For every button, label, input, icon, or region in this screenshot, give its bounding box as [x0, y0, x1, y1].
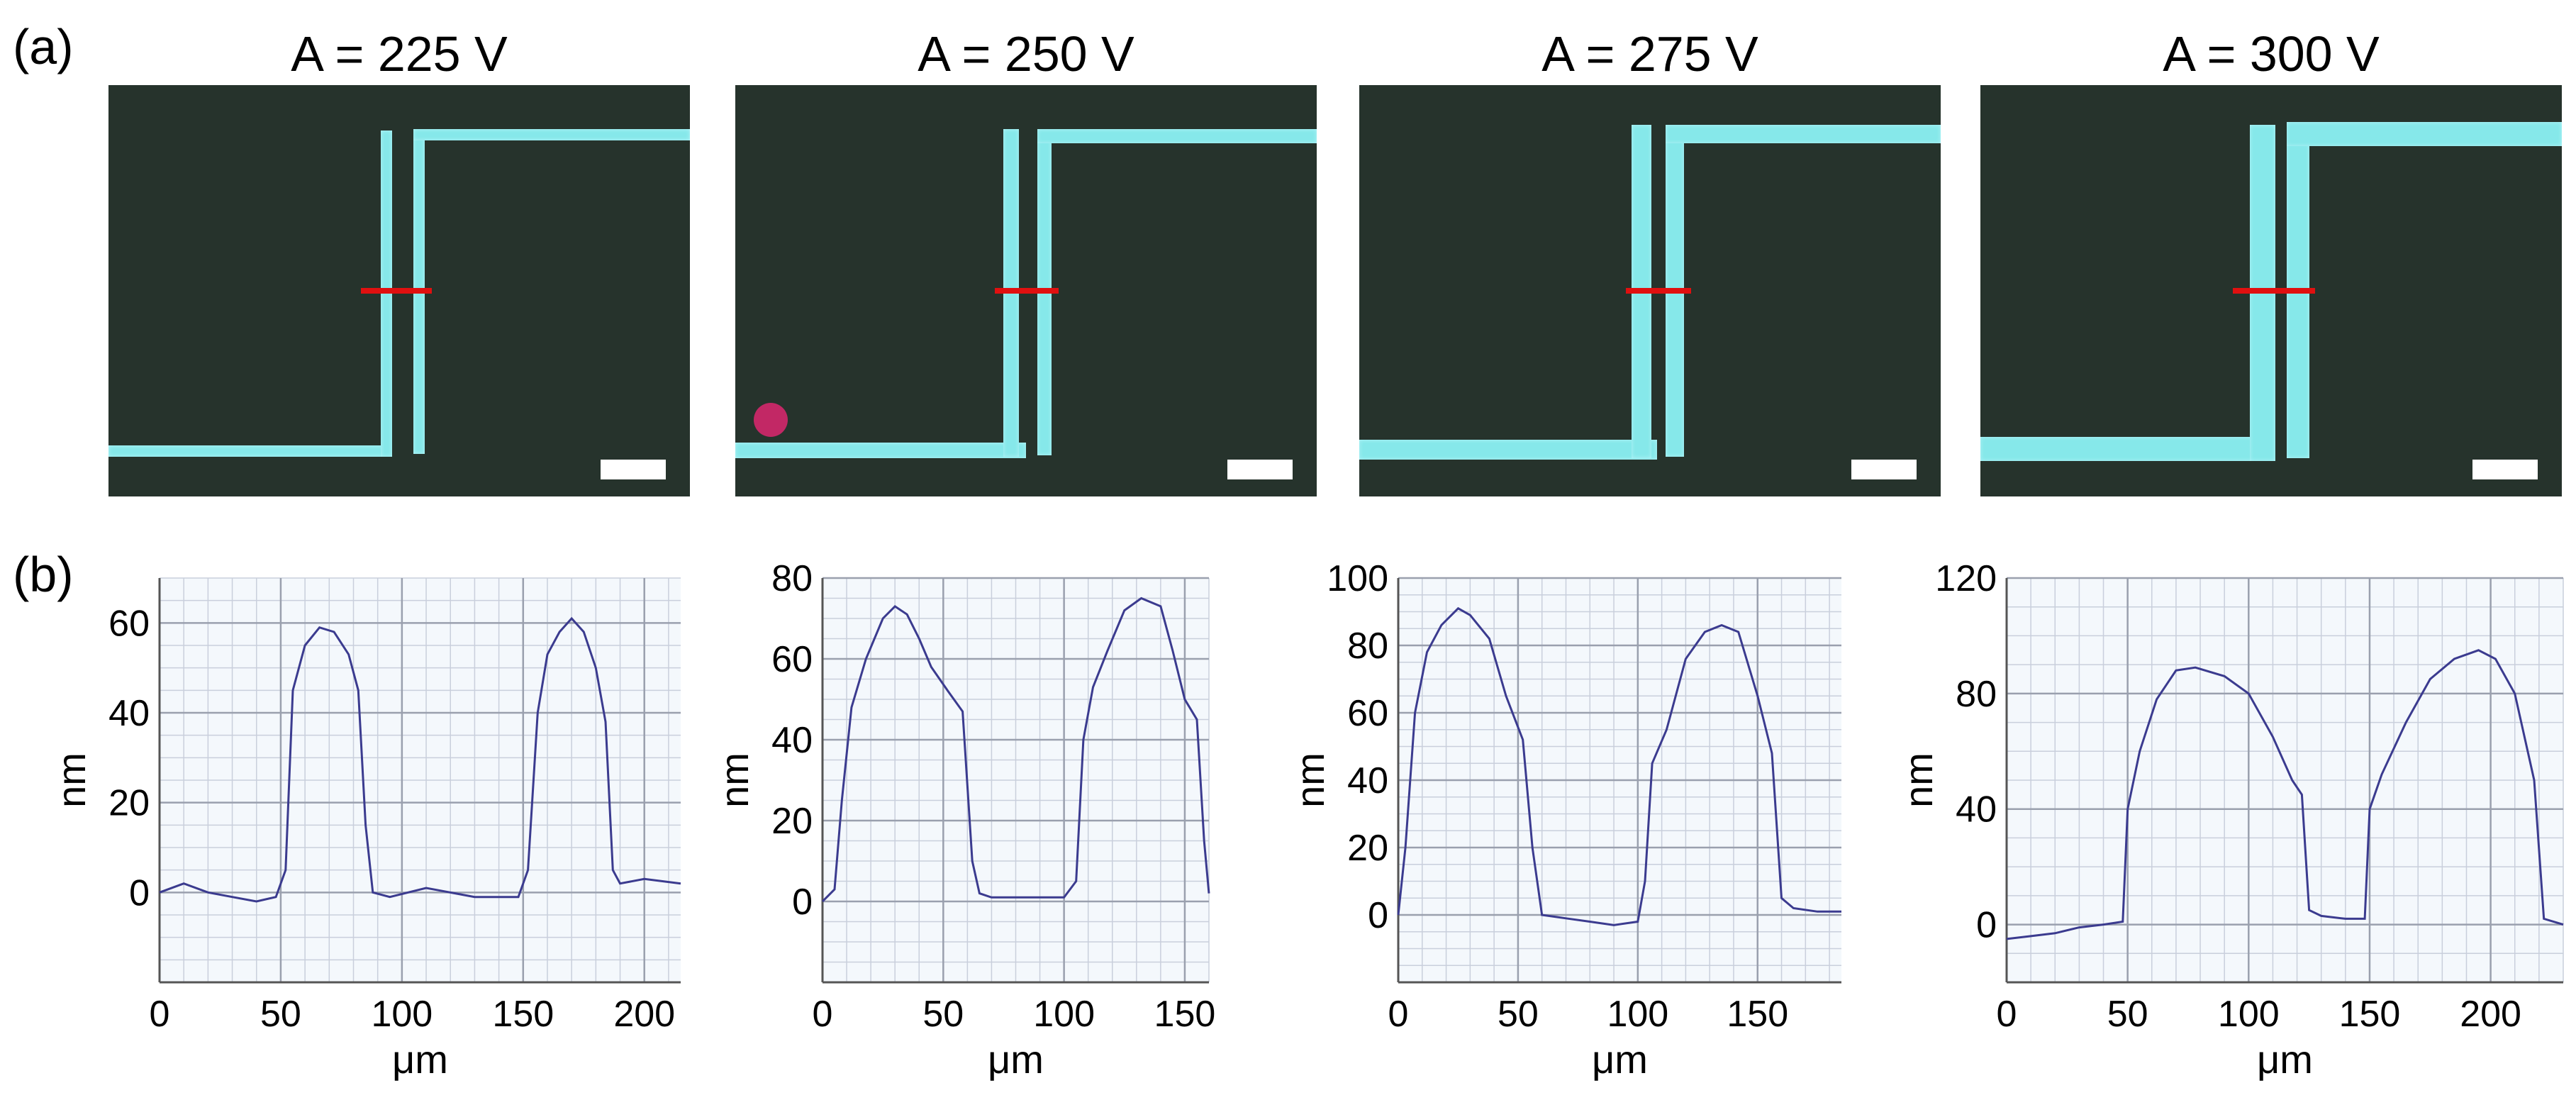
x-tick-label: 200 — [613, 994, 675, 1035]
y-tick-label: 20 — [108, 783, 150, 824]
profile-series-line — [2006, 649, 2564, 940]
x-tick-label: 0 — [813, 994, 833, 1035]
x-tick-label: 200 — [2460, 994, 2521, 1035]
y-axis-label: nm — [1288, 753, 1332, 808]
y-tick-label: 60 — [771, 639, 813, 680]
x-tick-label: 100 — [1033, 994, 1095, 1035]
x-axis-label: μm — [392, 1037, 448, 1082]
profile-cut-line — [361, 288, 432, 294]
x-tick-label: 150 — [1727, 994, 1788, 1035]
y-tick-label: 20 — [771, 801, 813, 842]
scale-bar — [1227, 460, 1293, 479]
y-axis-label: nm — [712, 753, 757, 808]
x-tick-label: 100 — [1607, 994, 1668, 1035]
profile-cut-line — [2233, 288, 2315, 294]
y-tick-label: 80 — [1956, 674, 1997, 715]
y-tick-label: 120 — [1935, 558, 1997, 599]
y-axis-label: nm — [49, 753, 94, 808]
y-tick-label: 0 — [129, 872, 150, 914]
x-tick-label: 100 — [2218, 994, 2280, 1035]
x-tick-label: 50 — [2107, 994, 2148, 1035]
y-tick-label: 20 — [1347, 828, 1388, 869]
trace-bottom-left — [1980, 437, 2257, 461]
trace-top-right — [413, 129, 690, 140]
trace-left-vertical — [381, 131, 392, 457]
y-tick-label: 80 — [771, 558, 813, 599]
trace-bottom-left — [1359, 440, 1657, 460]
trace-top-right — [2287, 122, 2562, 146]
x-axis-label: μm — [1592, 1037, 1648, 1082]
y-tick-label: 40 — [771, 720, 813, 761]
trace-bottom-left — [735, 443, 1026, 458]
micrograph-title-250: A = 250 V — [918, 26, 1134, 82]
scale-bar — [2472, 460, 2538, 479]
x-axis-label: μm — [2257, 1037, 2313, 1082]
micrograph-250 — [735, 85, 1317, 496]
y-tick-label: 80 — [1347, 626, 1388, 667]
y-tick-label: 40 — [1347, 760, 1388, 801]
y-tick-label: 60 — [108, 603, 150, 644]
micrograph-title-225: A = 225 V — [291, 26, 508, 82]
profile-series-line — [1397, 606, 1841, 926]
y-tick-label: 0 — [792, 882, 813, 923]
panel-b-label: (b) — [13, 547, 74, 602]
x-tick-label: 150 — [2339, 994, 2401, 1035]
y-tick-label: 0 — [1368, 895, 1388, 936]
profile-cut-line — [1626, 288, 1691, 294]
x-tick-label: 150 — [492, 994, 554, 1035]
micrograph-title-300: A = 300 V — [2163, 26, 2380, 82]
micrograph-title-275: A = 275 V — [1541, 26, 1758, 82]
y-tick-label: 40 — [1956, 789, 1997, 831]
x-tick-label: 100 — [371, 994, 433, 1035]
micrograph-300 — [1980, 85, 2562, 496]
y-tick-label: 40 — [108, 693, 150, 734]
trace-top-right — [1037, 129, 1317, 143]
trace-top-right — [1666, 125, 1941, 143]
scale-bar — [1851, 460, 1917, 479]
x-tick-label: 0 — [150, 994, 170, 1035]
scale-bar — [601, 460, 666, 479]
y-tick-label: 60 — [1347, 693, 1388, 734]
micrograph-275 — [1359, 85, 1941, 496]
profile-cut-line — [995, 288, 1059, 294]
x-tick-label: 50 — [1498, 994, 1539, 1035]
micrograph-225 — [108, 85, 690, 496]
x-axis-label: μm — [988, 1037, 1044, 1082]
y-tick-label: 0 — [1976, 905, 1997, 946]
profile-series-line — [821, 596, 1210, 903]
x-tick-label: 0 — [1997, 994, 2017, 1035]
x-tick-label: 50 — [922, 994, 964, 1035]
x-tick-label: 0 — [1388, 994, 1409, 1035]
x-tick-label: 150 — [1154, 994, 1216, 1035]
trace-bottom-left — [108, 445, 392, 457]
panel-a-label: (a) — [13, 19, 74, 74]
y-axis-label: nm — [1896, 753, 1941, 808]
x-tick-label: 50 — [260, 994, 301, 1035]
y-tick-label: 100 — [1327, 558, 1388, 599]
pink-particle — [754, 403, 788, 437]
profile-series-line — [159, 616, 681, 903]
